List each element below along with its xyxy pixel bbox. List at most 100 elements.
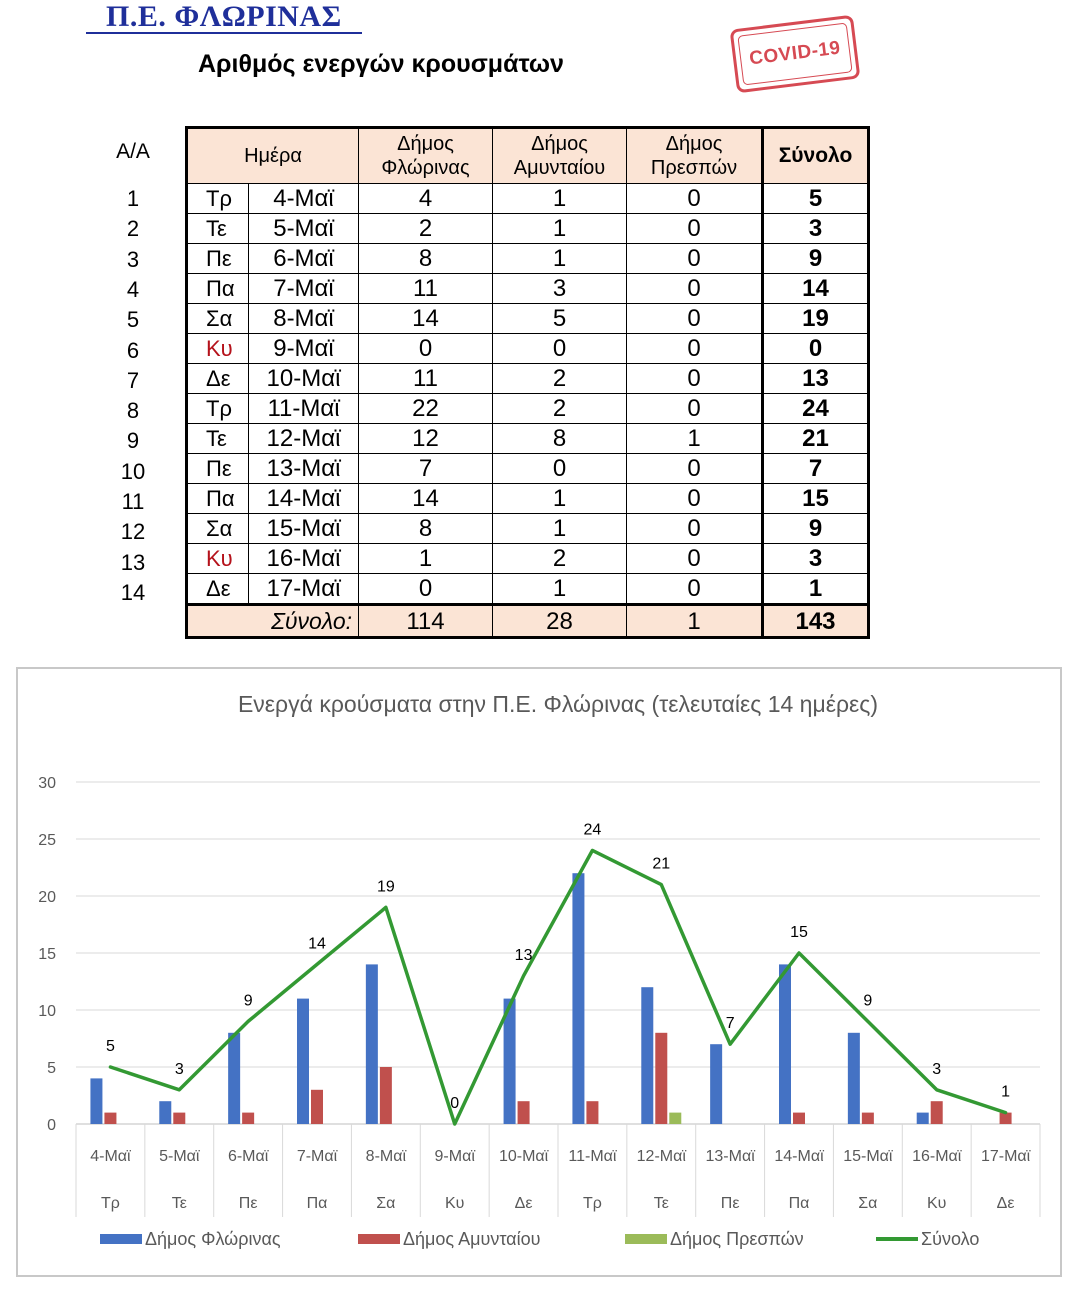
legend-label: Δήμος Αμυνταίου (403, 1229, 540, 1249)
row-date: 12-Μαϊ (248, 423, 359, 454)
x-tick-label: 10-Μαϊ (499, 1148, 549, 1165)
table-row: Δε 10-Μαϊ 11 2 0 13 (186, 363, 869, 394)
row-total: 14 (761, 273, 869, 304)
row-number: 5 (126, 307, 140, 333)
bar-amyntaio (930, 1101, 943, 1124)
row-florina: 12 (358, 423, 493, 454)
x-subcategory-label: Πε (239, 1195, 258, 1212)
row-day: Δε (186, 363, 249, 394)
row-amyntaio: 0 (492, 453, 627, 484)
x-tick-label: 11-Μαϊ (568, 1148, 617, 1165)
x-subcategory-label: Πα (789, 1195, 810, 1212)
row-amyntaio: 2 (492, 393, 627, 424)
row-number: 7 (126, 367, 140, 393)
bar-florina (159, 1101, 172, 1124)
total-data-label: 0 (450, 1095, 459, 1112)
row-total: 1 (761, 573, 869, 606)
total-data-label: 3 (175, 1061, 184, 1078)
x-tick-label: 15-Μαϊ (843, 1148, 893, 1165)
row-amyntaio: 1 (492, 213, 627, 244)
row-florina: 14 (358, 303, 493, 334)
row-prespes: 0 (626, 513, 763, 544)
row-date: 16-Μαϊ (248, 543, 359, 574)
bar-florina (228, 1032, 241, 1124)
x-subcategory-label: Σα (376, 1195, 395, 1212)
row-amyntaio: 1 (492, 243, 627, 274)
bar-amyntaio (311, 1089, 323, 1124)
row-day: Σα (186, 513, 249, 544)
row-prespes: 0 (626, 183, 763, 214)
table-row: Κυ 16-Μαϊ 1 2 0 3 (186, 543, 869, 574)
table-row: Τε 5-Μαϊ 2 1 0 3 (186, 213, 869, 244)
row-date: 4-Μαϊ (248, 183, 359, 214)
row-number: 2 (126, 216, 140, 242)
row-amyntaio: 1 (492, 483, 627, 514)
row-number: 3 (126, 246, 140, 272)
x-tick-label: 17-Μαϊ (981, 1148, 1031, 1165)
total-data-label: 9 (244, 992, 253, 1009)
row-amyntaio: 5 (492, 303, 627, 334)
y-tick-label: 10 (38, 1003, 56, 1020)
row-day: Τρ (186, 393, 249, 424)
row-total: 9 (761, 513, 869, 544)
chart-title: Ενεργά κρούσματα στην Π.Ε. Φλώρινας (τελ… (238, 691, 878, 717)
row-florina: 0 (358, 573, 493, 606)
row-number: 6 (126, 337, 140, 363)
x-tick-label: 14-Μαϊ (774, 1148, 824, 1165)
total-data-label: 7 (726, 1015, 735, 1032)
row-total: 19 (761, 303, 869, 334)
row-total: 13 (761, 363, 869, 394)
x-tick-label: 9-Μαϊ (435, 1148, 476, 1165)
x-subcategory-label: Τρ (583, 1195, 602, 1212)
row-amyntaio: 2 (492, 543, 627, 574)
row-prespes: 0 (626, 333, 763, 364)
y-tick-label: 5 (47, 1060, 56, 1077)
bar-amyntaio (379, 1067, 392, 1124)
row-number: 11 (121, 489, 145, 514)
row-amyntaio: 8 (492, 423, 627, 454)
y-tick-label: 30 (38, 775, 56, 792)
row-date: 11-Μαϊ (248, 393, 359, 424)
cases-table: Ημέρα Δήμος Φλώρινας Δήμος Αμυνταίου Δήμ… (185, 126, 870, 639)
bar-florina (641, 987, 654, 1124)
x-subcategory-label: Τε (654, 1195, 669, 1212)
table-row: Κυ 9-Μαϊ 0 0 0 0 (186, 333, 869, 364)
total-data-label: 3 (932, 1061, 941, 1078)
row-prespes: 0 (626, 243, 763, 274)
bar-florina (90, 1078, 103, 1124)
chart-panel: Ενεργά κρούσματα στην Π.Ε. Φλώρινας (τελ… (16, 667, 1062, 1277)
total-data-label: 9 (863, 992, 872, 1009)
row-florina: 22 (358, 393, 493, 424)
bar-amyntaio (655, 1032, 668, 1124)
row-florina: 8 (358, 513, 493, 544)
row-prespes: 0 (626, 273, 763, 304)
table-row: Πα 14-Μαϊ 14 1 0 15 (186, 483, 869, 514)
x-tick-label: 6-Μαϊ (228, 1148, 269, 1165)
bar-amyntaio (517, 1101, 530, 1124)
row-number-header: Α/Α (116, 140, 150, 163)
bar-amyntaio (999, 1112, 1012, 1124)
bar-florina (779, 964, 791, 1124)
row-date: 5-Μαϊ (248, 213, 359, 244)
page-subtitle: Αριθμός ενεργών κρουσμάτων (198, 50, 564, 78)
bar-amyntaio (586, 1101, 599, 1124)
x-subcategory-label: Κυ (445, 1195, 464, 1212)
table-row: Πε 13-Μαϊ 7 0 0 7 (186, 453, 869, 484)
row-number: 8 (126, 398, 140, 424)
row-florina: 4 (358, 183, 493, 214)
row-prespes: 1 (626, 423, 763, 454)
x-tick-label: 5-Μαϊ (159, 1148, 200, 1165)
footer-label: Σύνολο: (186, 604, 359, 638)
row-prespes: 0 (626, 303, 763, 334)
table-row: Τρ 11-Μαϊ 22 2 0 24 (186, 393, 869, 424)
table-row: Πε 6-Μαϊ 8 1 0 9 (186, 243, 869, 274)
y-tick-label: 20 (38, 889, 56, 906)
region-title: Π.Ε. ΦΛΩΡΙΝΑΣ (86, 2, 362, 34)
bar-florina (297, 998, 309, 1124)
row-florina: 8 (358, 243, 493, 274)
x-subcategory-label: Κυ (927, 1195, 946, 1212)
row-day: Τρ (186, 183, 249, 214)
x-tick-label: 8-Μαϊ (366, 1148, 407, 1165)
header-prespes: Δήμος Πρεσπών (626, 127, 763, 184)
bar-florina (916, 1112, 929, 1124)
